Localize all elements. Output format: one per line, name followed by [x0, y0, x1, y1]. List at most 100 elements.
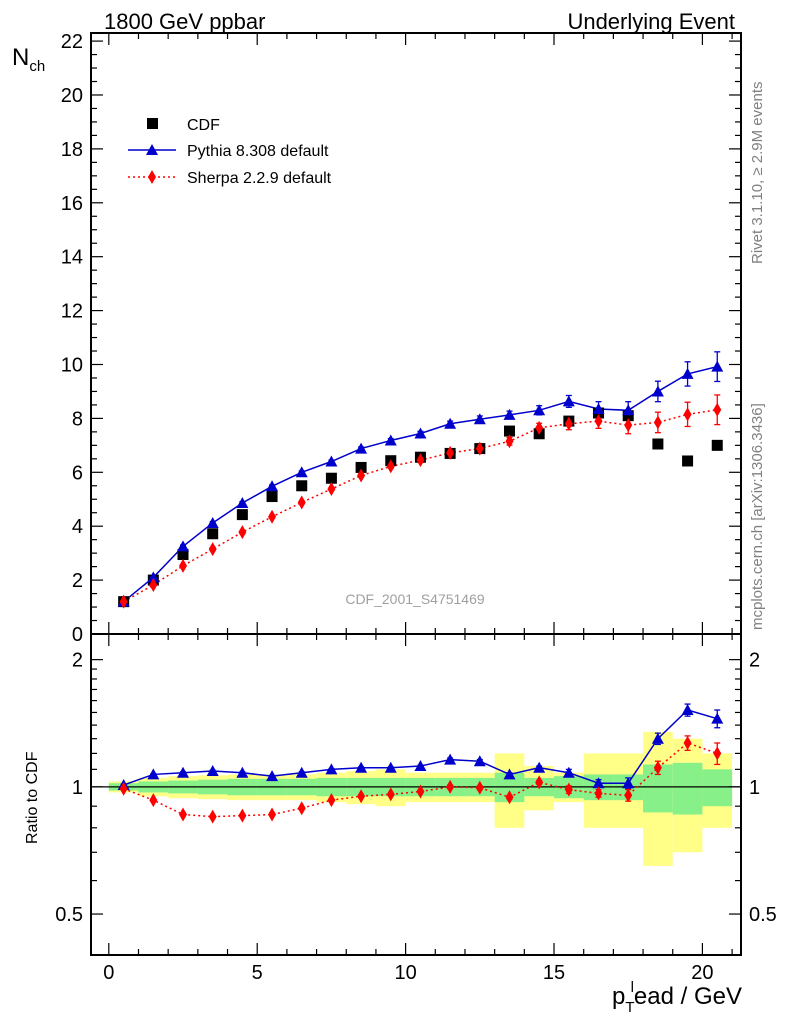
main-ylabel-sub: ch: [29, 58, 45, 75]
legend-cdf-label: CDF: [187, 117, 220, 134]
legend-sherpa-label: Sherpa 2.2.9 default: [187, 170, 332, 187]
sherpa-point: [713, 402, 722, 417]
pythia-point: [355, 442, 368, 454]
pythia-point: [473, 413, 486, 425]
main-y-tick-label: 12: [61, 301, 83, 323]
pythia-point: [206, 516, 219, 528]
ratio-pythia-point: [414, 760, 427, 772]
ratio-sherpa-point: [238, 808, 247, 823]
pythia-point: [177, 540, 190, 552]
right-title: Underlying Event: [567, 9, 735, 34]
sherpa-line: [123, 409, 718, 603]
sherpa-point: [416, 453, 425, 468]
ratio-sherpa-point: [416, 784, 425, 799]
mcplots-label: mcplots.cern.ch [arXiv:1306.3436]: [749, 403, 766, 630]
main-y-tick-label: 16: [61, 193, 83, 215]
pythia-point: [414, 427, 427, 439]
sherpa-point: [179, 558, 188, 573]
cdf-point: [652, 438, 664, 450]
pythia-point: [681, 367, 694, 379]
x-label-sub: T: [625, 999, 634, 1016]
cdf-point: [355, 461, 367, 473]
ratio-pythia-point: [711, 712, 724, 724]
main-y-tick-label: 18: [61, 139, 83, 161]
cdf-point: [622, 410, 634, 422]
ratio-sherpa-point: [594, 786, 603, 801]
cdf-point: [503, 425, 515, 437]
legend-pythia-label: Pythia 8.308 default: [187, 143, 329, 160]
ratio-y-tick-label-right: 2: [749, 650, 760, 672]
main-y-tick-label: 0: [72, 624, 83, 646]
main-y-tick-label: 2: [72, 570, 83, 592]
ratio-y-tick-label-right: 1: [749, 777, 760, 799]
ratio-sherpa-point: [297, 801, 306, 816]
cdf-point: [266, 491, 278, 503]
ratio-sherpa-point: [149, 793, 158, 808]
cdf-point: [296, 480, 308, 492]
ratio-y-tick-label: 1: [72, 777, 83, 799]
ratio-band-inner: [672, 762, 703, 815]
ratio-sherpa-point: [357, 789, 366, 804]
ratio-sherpa-point: [327, 793, 336, 808]
x-tick-label: 0: [103, 962, 114, 984]
ratio-sherpa-point: [268, 807, 277, 822]
pythia-point: [622, 404, 635, 416]
main-y-tick-label: 10: [61, 354, 83, 376]
main-ylabel-main: N: [12, 44, 29, 71]
ratio-pythia-point: [651, 732, 664, 744]
sherpa-point: [564, 416, 573, 431]
sherpa-point: [268, 509, 277, 524]
main-y-tick-label: 8: [72, 408, 83, 430]
x-label-sup: l: [631, 979, 634, 996]
main-y-tick-label: 6: [72, 462, 83, 484]
ratio-pythia-point: [592, 777, 605, 789]
sherpa-point: [297, 495, 306, 510]
ratio-y-tick-label-right: 0.5: [749, 904, 777, 926]
ratio-pythia-point: [236, 766, 249, 778]
legend: CDF Pythia 8.308 default Sherpa 2.2.9 de…: [128, 117, 332, 187]
ratio-sherpa-point: [475, 780, 484, 795]
sherpa-point: [475, 441, 484, 456]
legend-pythia-marker: [146, 144, 158, 155]
x-tick-label: 15: [543, 962, 565, 984]
ratio-pythia-point: [147, 768, 160, 780]
pythia-point: [384, 434, 397, 446]
cdf-point: [711, 439, 723, 451]
ratio-sherpa-point: [713, 746, 722, 761]
sherpa-point: [386, 459, 395, 474]
ratio-band-inner: [702, 769, 733, 807]
ratio-pythia-point: [266, 770, 279, 782]
sherpa-point: [208, 542, 217, 557]
pythia-point: [147, 571, 160, 583]
pythia-point: [266, 480, 279, 492]
ratio-frame: [90, 633, 742, 956]
x-label-rest: ead / GeV: [634, 983, 742, 1010]
cdf-point: [236, 509, 248, 521]
x-tick-label: 5: [252, 962, 263, 984]
ratio-sherpa-point: [505, 790, 514, 805]
pythia-point: [562, 395, 575, 407]
ratio-sherpa-point: [179, 807, 188, 822]
main-y-tick-label: 22: [61, 31, 83, 53]
left-title: 1800 GeV ppbar: [104, 9, 265, 34]
ratio-sherpa-point: [683, 735, 692, 750]
sherpa-point: [505, 434, 514, 449]
sherpa-point: [624, 418, 633, 433]
ratio-pythia-point: [533, 761, 546, 773]
sherpa-point: [446, 445, 455, 460]
sherpa-point: [238, 525, 247, 540]
sherpa-point: [119, 594, 128, 609]
ratio-sherpa-point: [653, 760, 662, 775]
cdf-point: [177, 548, 189, 560]
ratio-pythia-point: [355, 761, 368, 773]
ratio-pythia-point: [681, 704, 694, 716]
pythia-point: [503, 408, 516, 420]
ratio-pythia-point: [444, 753, 457, 765]
pythia-point: [651, 385, 664, 397]
cdf-point: [325, 472, 337, 484]
ratio-pythia-point: [384, 761, 397, 773]
ratio-pythia-point: [503, 768, 516, 780]
cdf-point: [682, 455, 694, 467]
